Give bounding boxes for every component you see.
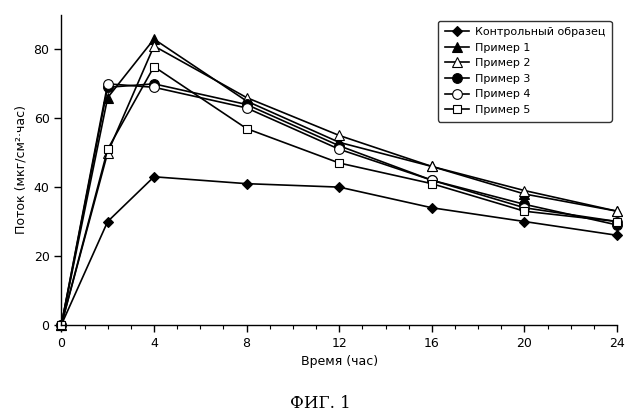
- Пример 4: [104, 82, 111, 87]
- Пример 1: [428, 164, 436, 169]
- Пример 3: [150, 82, 158, 87]
- Пример 5: [104, 147, 111, 152]
- Пример 2: [428, 164, 436, 169]
- Контрольный образец: [150, 174, 158, 179]
- Пример 3: [335, 143, 343, 148]
- Пример 2: [104, 150, 111, 155]
- Пример 2: [613, 209, 621, 214]
- Пример 5: [521, 209, 529, 214]
- Пример 1: [335, 140, 343, 145]
- Пример 3: [243, 102, 250, 107]
- Пример 3: [521, 202, 529, 207]
- Контрольный образец: [335, 185, 343, 190]
- Пример 2: [243, 95, 250, 100]
- Y-axis label: Поток (мкг/см²·час): Поток (мкг/см²·час): [15, 105, 28, 234]
- Контрольный образец: [104, 219, 111, 224]
- Контрольный образец: [243, 181, 250, 186]
- Пример 5: [428, 181, 436, 186]
- Пример 1: [613, 209, 621, 214]
- X-axis label: Время (час): Время (час): [301, 355, 378, 368]
- Пример 5: [58, 322, 65, 327]
- Пример 5: [243, 126, 250, 131]
- Legend: Контрольный образец, Пример 1, Пример 2, Пример 3, Пример 4, Пример 5: Контрольный образец, Пример 1, Пример 2,…: [438, 21, 612, 122]
- Пример 4: [428, 178, 436, 183]
- Пример 3: [613, 222, 621, 227]
- Пример 2: [521, 188, 529, 193]
- Пример 4: [613, 219, 621, 224]
- Line: Пример 1: Пример 1: [56, 34, 622, 330]
- Пример 4: [521, 205, 529, 210]
- Line: Пример 2: Пример 2: [56, 41, 622, 330]
- Line: Пример 3: Пример 3: [56, 79, 622, 330]
- Пример 2: [150, 44, 158, 49]
- Пример 4: [335, 147, 343, 152]
- Пример 5: [335, 161, 343, 166]
- Пример 2: [58, 322, 65, 327]
- Контрольный образец: [58, 322, 65, 327]
- Контрольный образец: [521, 219, 529, 224]
- Пример 1: [58, 322, 65, 327]
- Пример 1: [521, 192, 529, 197]
- Line: Контрольный образец: Контрольный образец: [58, 173, 621, 328]
- Контрольный образец: [428, 205, 436, 210]
- Пример 3: [104, 85, 111, 90]
- Text: ФИГ. 1: ФИГ. 1: [290, 395, 350, 412]
- Пример 1: [104, 95, 111, 100]
- Пример 4: [150, 85, 158, 90]
- Пример 1: [150, 37, 158, 42]
- Line: Пример 4: Пример 4: [56, 79, 622, 330]
- Пример 1: [243, 98, 250, 103]
- Контрольный образец: [613, 233, 621, 238]
- Пример 4: [58, 322, 65, 327]
- Пример 3: [58, 322, 65, 327]
- Пример 5: [613, 219, 621, 224]
- Пример 2: [335, 133, 343, 138]
- Пример 5: [150, 64, 158, 69]
- Line: Пример 5: Пример 5: [57, 63, 621, 329]
- Пример 4: [243, 105, 250, 110]
- Пример 3: [428, 178, 436, 183]
